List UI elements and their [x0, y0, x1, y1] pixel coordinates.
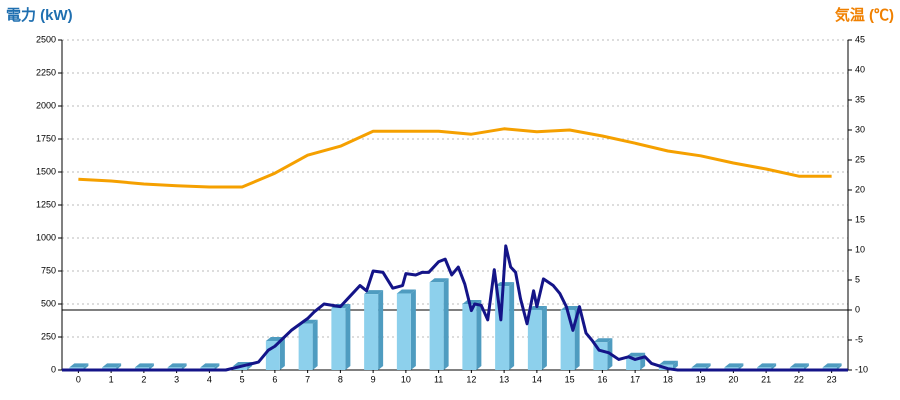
bar-side — [476, 300, 482, 370]
x-tick-label: 23 — [827, 374, 837, 384]
y-tick-label: 1000 — [36, 232, 56, 242]
x-tick-label: 10 — [401, 374, 411, 384]
bar-side — [705, 363, 711, 370]
x-tick-label: 11 — [434, 374, 443, 384]
bar-top — [658, 360, 678, 365]
y-tick-label: 1750 — [36, 133, 56, 143]
y2-tick-label: -5 — [855, 334, 863, 344]
x-tick-label: 1 — [109, 374, 114, 384]
x-tick-label: 7 — [305, 374, 310, 384]
y-axis-title: 電力 (kW) — [6, 6, 73, 24]
bar-top — [757, 363, 777, 368]
bar-side — [312, 319, 318, 370]
y2-tick-label: 20 — [855, 184, 865, 194]
bar-side — [214, 363, 220, 370]
bar-top — [724, 363, 744, 368]
y2-tick-label: 25 — [855, 154, 865, 164]
x-tick-label: 5 — [240, 374, 245, 384]
x-tick-label: 19 — [696, 374, 706, 384]
y2-tick-label: -10 — [855, 364, 868, 374]
bar-side — [771, 363, 777, 370]
x-tick-label: 13 — [499, 374, 509, 384]
x-tick-label: 4 — [207, 374, 212, 384]
bar-side — [116, 363, 122, 370]
bar-top — [134, 363, 154, 368]
y2-tick-label: 40 — [855, 64, 865, 74]
bar — [560, 309, 575, 370]
bar-top — [691, 363, 711, 368]
bar-side — [803, 363, 809, 370]
x-tick-label: 18 — [663, 374, 673, 384]
bar-top — [593, 338, 613, 343]
x-tick-label: 2 — [141, 374, 146, 384]
line — [78, 127, 832, 189]
bar-side — [541, 305, 547, 370]
x-tick-label: 22 — [794, 374, 804, 384]
bar — [462, 304, 477, 370]
x-tick-label: 17 — [630, 374, 640, 384]
bar-top — [102, 363, 122, 368]
bar-side — [509, 282, 515, 370]
y-tick-label: 2000 — [36, 100, 56, 110]
bar-side — [148, 363, 154, 370]
y-tick-label: 2250 — [36, 67, 56, 77]
bar-side — [410, 289, 416, 370]
bar — [298, 323, 313, 370]
bar-side — [345, 303, 351, 370]
x-tick-label: 6 — [272, 374, 277, 384]
y-tick-label: 2500 — [36, 34, 56, 44]
bar-top — [789, 363, 809, 368]
y-tick-label: 500 — [41, 298, 56, 308]
y2-tick-label: 0 — [855, 304, 860, 314]
y2-tick-label: 35 — [855, 94, 865, 104]
bar-top — [200, 363, 220, 368]
x-tick-label: 12 — [466, 374, 476, 384]
y2-axis-title: 気温 (℃) — [835, 6, 894, 24]
y-tick-label: 1500 — [36, 166, 56, 176]
y-tick-label: 0 — [51, 364, 56, 374]
bar-top — [429, 278, 449, 283]
bar-side — [279, 336, 285, 370]
y2-tick-label: 30 — [855, 124, 865, 134]
y-tick-label: 1250 — [36, 199, 56, 209]
y2-tick-label: 10 — [855, 244, 865, 254]
bar-side — [378, 290, 384, 370]
x-tick-label: 3 — [174, 374, 179, 384]
bar-top — [167, 363, 187, 368]
line — [62, 244, 848, 372]
bar-side — [836, 363, 842, 370]
bar — [429, 282, 444, 370]
bar-top — [396, 289, 416, 294]
y2-tick-label: 5 — [855, 274, 860, 284]
y2-tick-label: 15 — [855, 214, 865, 224]
x-tick-label: 15 — [565, 374, 575, 384]
x-tick-label: 8 — [338, 374, 343, 384]
bar — [331, 307, 346, 370]
bar — [364, 294, 379, 370]
bar-top — [69, 363, 89, 368]
bar-side — [443, 278, 449, 370]
bar — [527, 309, 542, 370]
y-tick-label: 750 — [41, 265, 56, 275]
x-tick-label: 14 — [532, 374, 542, 384]
bar-top — [626, 352, 646, 357]
y-tick-label: 250 — [41, 331, 56, 341]
x-tick-label: 9 — [371, 374, 376, 384]
bar-side — [738, 363, 744, 370]
x-tick-label: 21 — [761, 374, 771, 384]
bar-top — [822, 363, 842, 368]
x-tick-label: 0 — [76, 374, 81, 384]
bar-top — [364, 290, 384, 295]
bar-side — [181, 363, 187, 370]
bar-side — [83, 363, 89, 370]
y2-tick-label: 45 — [855, 34, 865, 44]
x-tick-label: 20 — [728, 374, 738, 384]
bar — [396, 293, 411, 370]
bar-side — [672, 360, 678, 370]
x-tick-label: 16 — [597, 374, 607, 384]
